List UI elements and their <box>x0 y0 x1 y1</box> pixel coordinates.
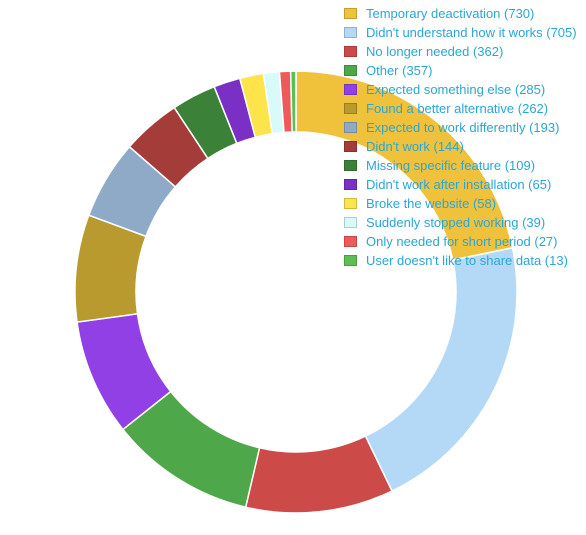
legend-swatch <box>344 217 357 228</box>
legend-item[interactable]: Found a better alternative (262) <box>344 99 577 118</box>
slice-1[interactable] <box>364 246 518 493</box>
legend-label: Other (357) <box>366 63 433 78</box>
legend-swatch <box>344 8 357 19</box>
legend-label: User doesn't like to share data (13) <box>366 253 568 268</box>
legend-label: Suddenly stopped working (39) <box>366 215 546 230</box>
legend-item[interactable]: No longer needed (362) <box>344 42 577 61</box>
legend-label: Missing specific feature (109) <box>366 158 536 173</box>
legend-label: Expected something else (285) <box>366 82 546 97</box>
legend-item[interactable]: Didn't understand how it works (705) <box>344 23 577 42</box>
legend-swatch <box>344 198 357 209</box>
legend-item[interactable]: Expected something else (285) <box>344 80 577 99</box>
legend-swatch <box>344 27 357 38</box>
legend-item[interactable]: Suddenly stopped working (39) <box>344 213 577 232</box>
legend-swatch <box>344 65 357 76</box>
legend-item[interactable]: Didn't work (144) <box>344 137 577 156</box>
legend-swatch <box>344 46 357 57</box>
legend-label: Didn't work (144) <box>366 139 464 154</box>
slice-13[interactable] <box>289 70 297 133</box>
legend-item[interactable]: Didn't work after installation (65) <box>344 175 577 194</box>
legend-item[interactable]: Broke the website (58) <box>344 194 577 213</box>
donut-slices <box>74 70 518 514</box>
legend-item[interactable]: Temporary deactivation (730) <box>344 4 577 23</box>
legend-label: Didn't work after installation (65) <box>366 177 552 192</box>
legend-item[interactable]: Missing specific feature (109) <box>344 156 577 175</box>
legend-swatch <box>344 103 357 114</box>
legend-swatch <box>344 255 357 266</box>
legend-swatch <box>344 141 357 152</box>
legend-label: Broke the website (58) <box>366 196 497 211</box>
legend-label: Found a better alternative (262) <box>366 101 549 116</box>
legend-label: Expected to work differently (193) <box>366 120 560 135</box>
legend-item[interactable]: Only needed for short period (27) <box>344 232 577 251</box>
legend-label: Didn't understand how it works (705) <box>366 25 577 40</box>
legend-label: No longer needed (362) <box>366 44 504 59</box>
legend-label: Temporary deactivation (730) <box>366 6 535 21</box>
legend-swatch <box>344 179 357 190</box>
chart-legend: Temporary deactivation (730) Didn't under… <box>344 4 577 270</box>
legend-item[interactable]: Expected to work differently (193) <box>344 118 577 137</box>
legend-item[interactable]: Other (357) <box>344 61 577 80</box>
legend-swatch <box>344 160 357 171</box>
legend-item[interactable]: User doesn't like to share data (13) <box>344 251 577 270</box>
legend-swatch <box>344 122 357 133</box>
legend-label: Only needed for short period (27) <box>366 234 558 249</box>
legend-swatch <box>344 236 357 247</box>
legend-swatch <box>344 84 357 95</box>
slice-2[interactable] <box>244 435 393 514</box>
